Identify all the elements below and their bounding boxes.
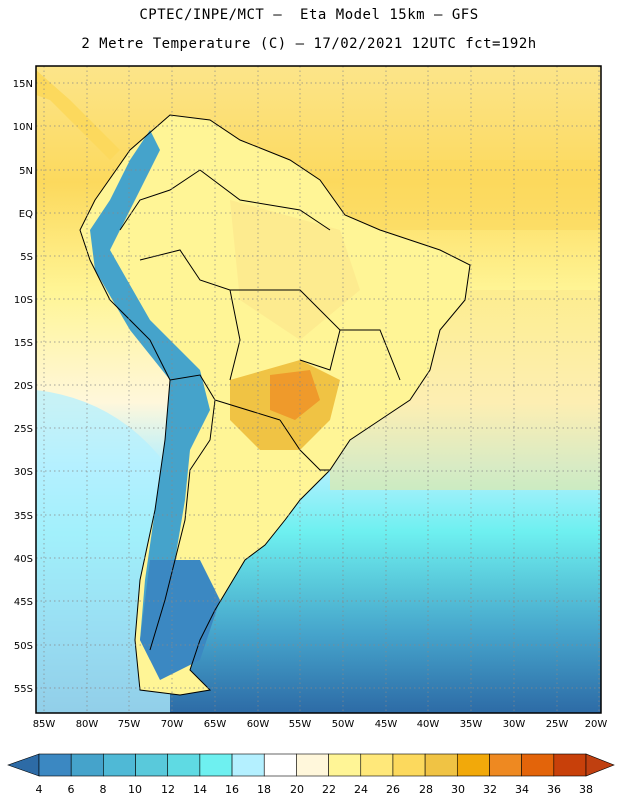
colorbar-label: 18 (257, 783, 271, 796)
colorbar-arrow-high (585, 753, 615, 777)
lat-label: 40S (14, 554, 33, 565)
lat-label: 10N (13, 122, 33, 133)
colorbar-label: 22 (322, 783, 336, 796)
colorbar-cell (103, 753, 136, 777)
atlantic-warm-band (340, 160, 601, 230)
colorbar-cells (7, 753, 615, 777)
colorbar: 4 6 8 10 12 14 16 18 20 22 24 26 28 30 3… (7, 753, 615, 796)
lat-label: 15S (14, 338, 33, 349)
lat-axis: 15N 10N 5N EQ 5S 10S 15S 20S 25S 30S 35S… (13, 79, 33, 695)
lon-axis: 85W 80W 75W 70W 65W 60W 55W 50W 45W 40W … (33, 719, 608, 730)
lat-label: 55S (14, 684, 33, 695)
title-line-1: CPTEC/INPE/MCT – Eta Model 15km – GFS (139, 7, 479, 23)
colorbar-cell (296, 753, 329, 777)
colorbar-label: 26 (386, 783, 400, 796)
title-line-2: 2 Metre Temperature (C) – 17/02/2021 12U… (81, 36, 537, 52)
colorbar-arrow-low (7, 753, 40, 777)
central-america (36, 70, 120, 160)
patagonia-cold (140, 560, 220, 680)
colorbar-cell (199, 753, 233, 777)
colorbar-cell (328, 753, 362, 777)
colorbar-label: 24 (354, 783, 368, 796)
lon-label: 80W (76, 719, 99, 730)
temperature-map: 15N 10N 5N EQ 5S 10S 15S 20S 25S 30S 35S… (13, 65, 608, 730)
lat-label: 50S (14, 641, 33, 652)
lon-label: 35W (460, 719, 483, 730)
lat-label: 5S (20, 252, 33, 263)
colorbar-label: 6 (68, 783, 75, 796)
colorbar-label: 14 (193, 783, 207, 796)
lon-label: 70W (161, 719, 184, 730)
lat-label: 35S (14, 511, 33, 522)
colorbar-label: 36 (547, 783, 561, 796)
lat-label: 45S (14, 597, 33, 608)
colorbar-label: 34 (515, 783, 529, 796)
lat-label: 5N (19, 166, 33, 177)
colorbar-cell (489, 753, 522, 777)
warm-north (230, 200, 360, 340)
andes-range (90, 130, 210, 660)
colorbar-cell (553, 753, 587, 777)
colorbar-cell (231, 753, 265, 777)
lon-label: 75W (118, 719, 141, 730)
lat-label: 20S (14, 381, 33, 392)
colorbar-label: 8 (100, 783, 107, 796)
colorbar-label: 16 (225, 783, 239, 796)
colorbar-label: 10 (128, 783, 142, 796)
country-borders (79, 114, 471, 696)
colorbar-cell (456, 753, 490, 777)
lat-label: 10S (14, 295, 33, 306)
colorbar-labels: 4 6 8 10 12 14 16 18 20 22 24 26 28 30 3… (36, 783, 594, 796)
colorbar-label: 32 (483, 783, 497, 796)
colorbar-cell (70, 753, 104, 777)
colorbar-label: 30 (451, 783, 465, 796)
colorbar-cell (360, 753, 394, 777)
lon-label: 65W (204, 719, 227, 730)
lon-label: 55W (289, 719, 312, 730)
lon-label: 85W (33, 719, 56, 730)
lon-label: 20W (585, 719, 608, 730)
hot-core (270, 370, 320, 420)
lon-label: 45W (375, 719, 398, 730)
lat-label: 15N (13, 79, 33, 90)
colorbar-cell (167, 753, 201, 777)
lon-label: 60W (247, 719, 270, 730)
lat-label: EQ (19, 209, 33, 220)
colorbar-label: 4 (36, 783, 43, 796)
lon-label: 30W (503, 719, 526, 730)
colorbar-label: 12 (161, 783, 175, 796)
colorbar-cell (135, 753, 169, 777)
colorbar-cell (392, 753, 426, 777)
colorbar-cell (521, 753, 555, 777)
lat-label: 25S (14, 424, 33, 435)
colorbar-cell (424, 753, 458, 777)
lon-label: 25W (546, 719, 569, 730)
colorbar-label: 20 (290, 783, 304, 796)
colorbar-label: 28 (419, 783, 433, 796)
colorbar-cell (263, 753, 297, 777)
lon-label: 50W (332, 719, 355, 730)
colorbar-label: 38 (579, 783, 593, 796)
colorbar-cell (38, 753, 72, 777)
map-frame (35, 65, 602, 714)
lon-label: 40W (417, 719, 440, 730)
lat-label: 30S (14, 467, 33, 478)
